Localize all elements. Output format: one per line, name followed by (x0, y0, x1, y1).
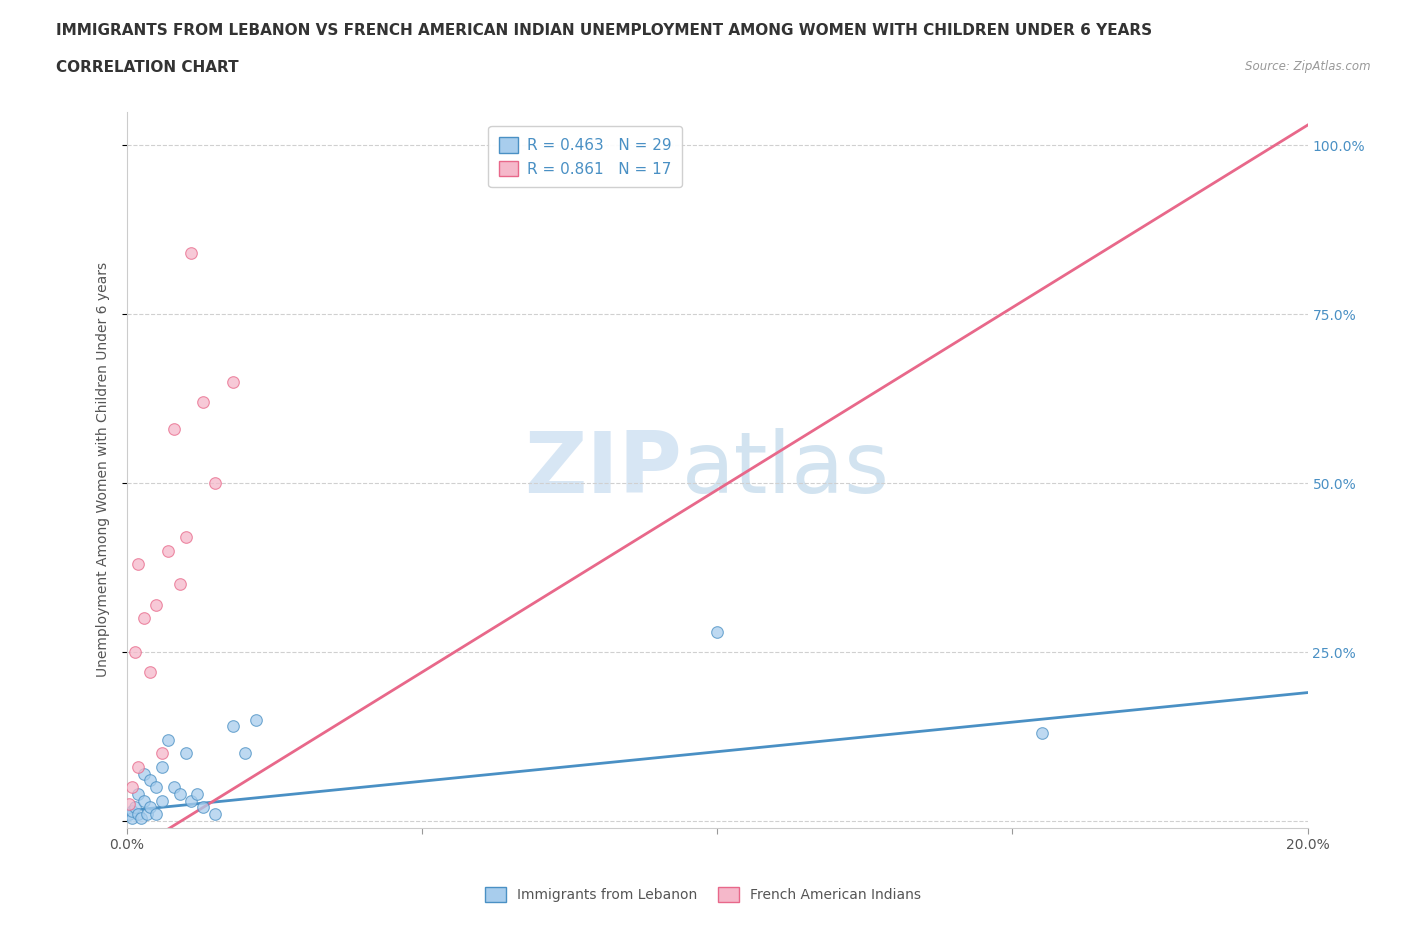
Point (118, 806, 141, 821)
Text: IMMIGRANTS FROM LEBANON VS FRENCH AMERICAN INDIAN UNEMPLOYMENT AMONG WOMEN WITH : IMMIGRANTS FROM LEBANON VS FRENCH AMERIC… (56, 23, 1153, 38)
Point (222, 719, 245, 734)
Point (127, 806, 149, 821)
Point (129, 810, 153, 825)
Point (204, 476, 226, 491)
Point (163, 779, 186, 794)
Point (145, 597, 167, 612)
Point (118, 797, 141, 812)
Point (139, 800, 162, 815)
Point (174, 746, 197, 761)
Point (139, 773, 162, 788)
Point (156, 733, 179, 748)
Text: ZIP: ZIP (524, 428, 682, 512)
Point (186, 787, 208, 802)
Point (134, 793, 156, 808)
Point (121, 779, 143, 794)
Point (180, 793, 202, 808)
Point (121, 804, 143, 818)
Point (1031, 725, 1053, 740)
Point (180, 246, 202, 261)
Y-axis label: Unemployment Among Women with Children Under 6 years: Unemployment Among Women with Children U… (96, 262, 110, 677)
Legend: R = 0.463   N = 29, R = 0.861   N = 17: R = 0.463 N = 29, R = 0.861 N = 17 (488, 126, 682, 188)
Point (145, 806, 167, 821)
Point (150, 746, 173, 761)
Point (169, 787, 191, 802)
Point (124, 800, 146, 815)
Point (193, 800, 215, 815)
Point (127, 557, 149, 572)
Text: atlas: atlas (682, 428, 890, 512)
Point (706, 624, 728, 639)
Point (204, 806, 226, 821)
Point (222, 375, 245, 390)
Point (134, 766, 156, 781)
Point (127, 760, 149, 775)
Point (127, 787, 149, 802)
Point (139, 665, 162, 680)
Point (245, 712, 267, 727)
Legend: Immigrants from Lebanon, French American Indians: Immigrants from Lebanon, French American… (478, 881, 928, 910)
Point (150, 760, 173, 775)
Text: CORRELATION CHART: CORRELATION CHART (56, 60, 239, 75)
Point (124, 644, 146, 659)
Point (169, 577, 191, 591)
Point (134, 611, 156, 626)
Point (163, 421, 186, 436)
Point (121, 810, 143, 825)
Point (136, 806, 159, 821)
Point (156, 543, 179, 558)
Point (193, 394, 215, 409)
Point (145, 779, 167, 794)
Text: Source: ZipAtlas.com: Source: ZipAtlas.com (1246, 60, 1371, 73)
Point (150, 793, 173, 808)
Point (233, 746, 256, 761)
Point (174, 530, 197, 545)
